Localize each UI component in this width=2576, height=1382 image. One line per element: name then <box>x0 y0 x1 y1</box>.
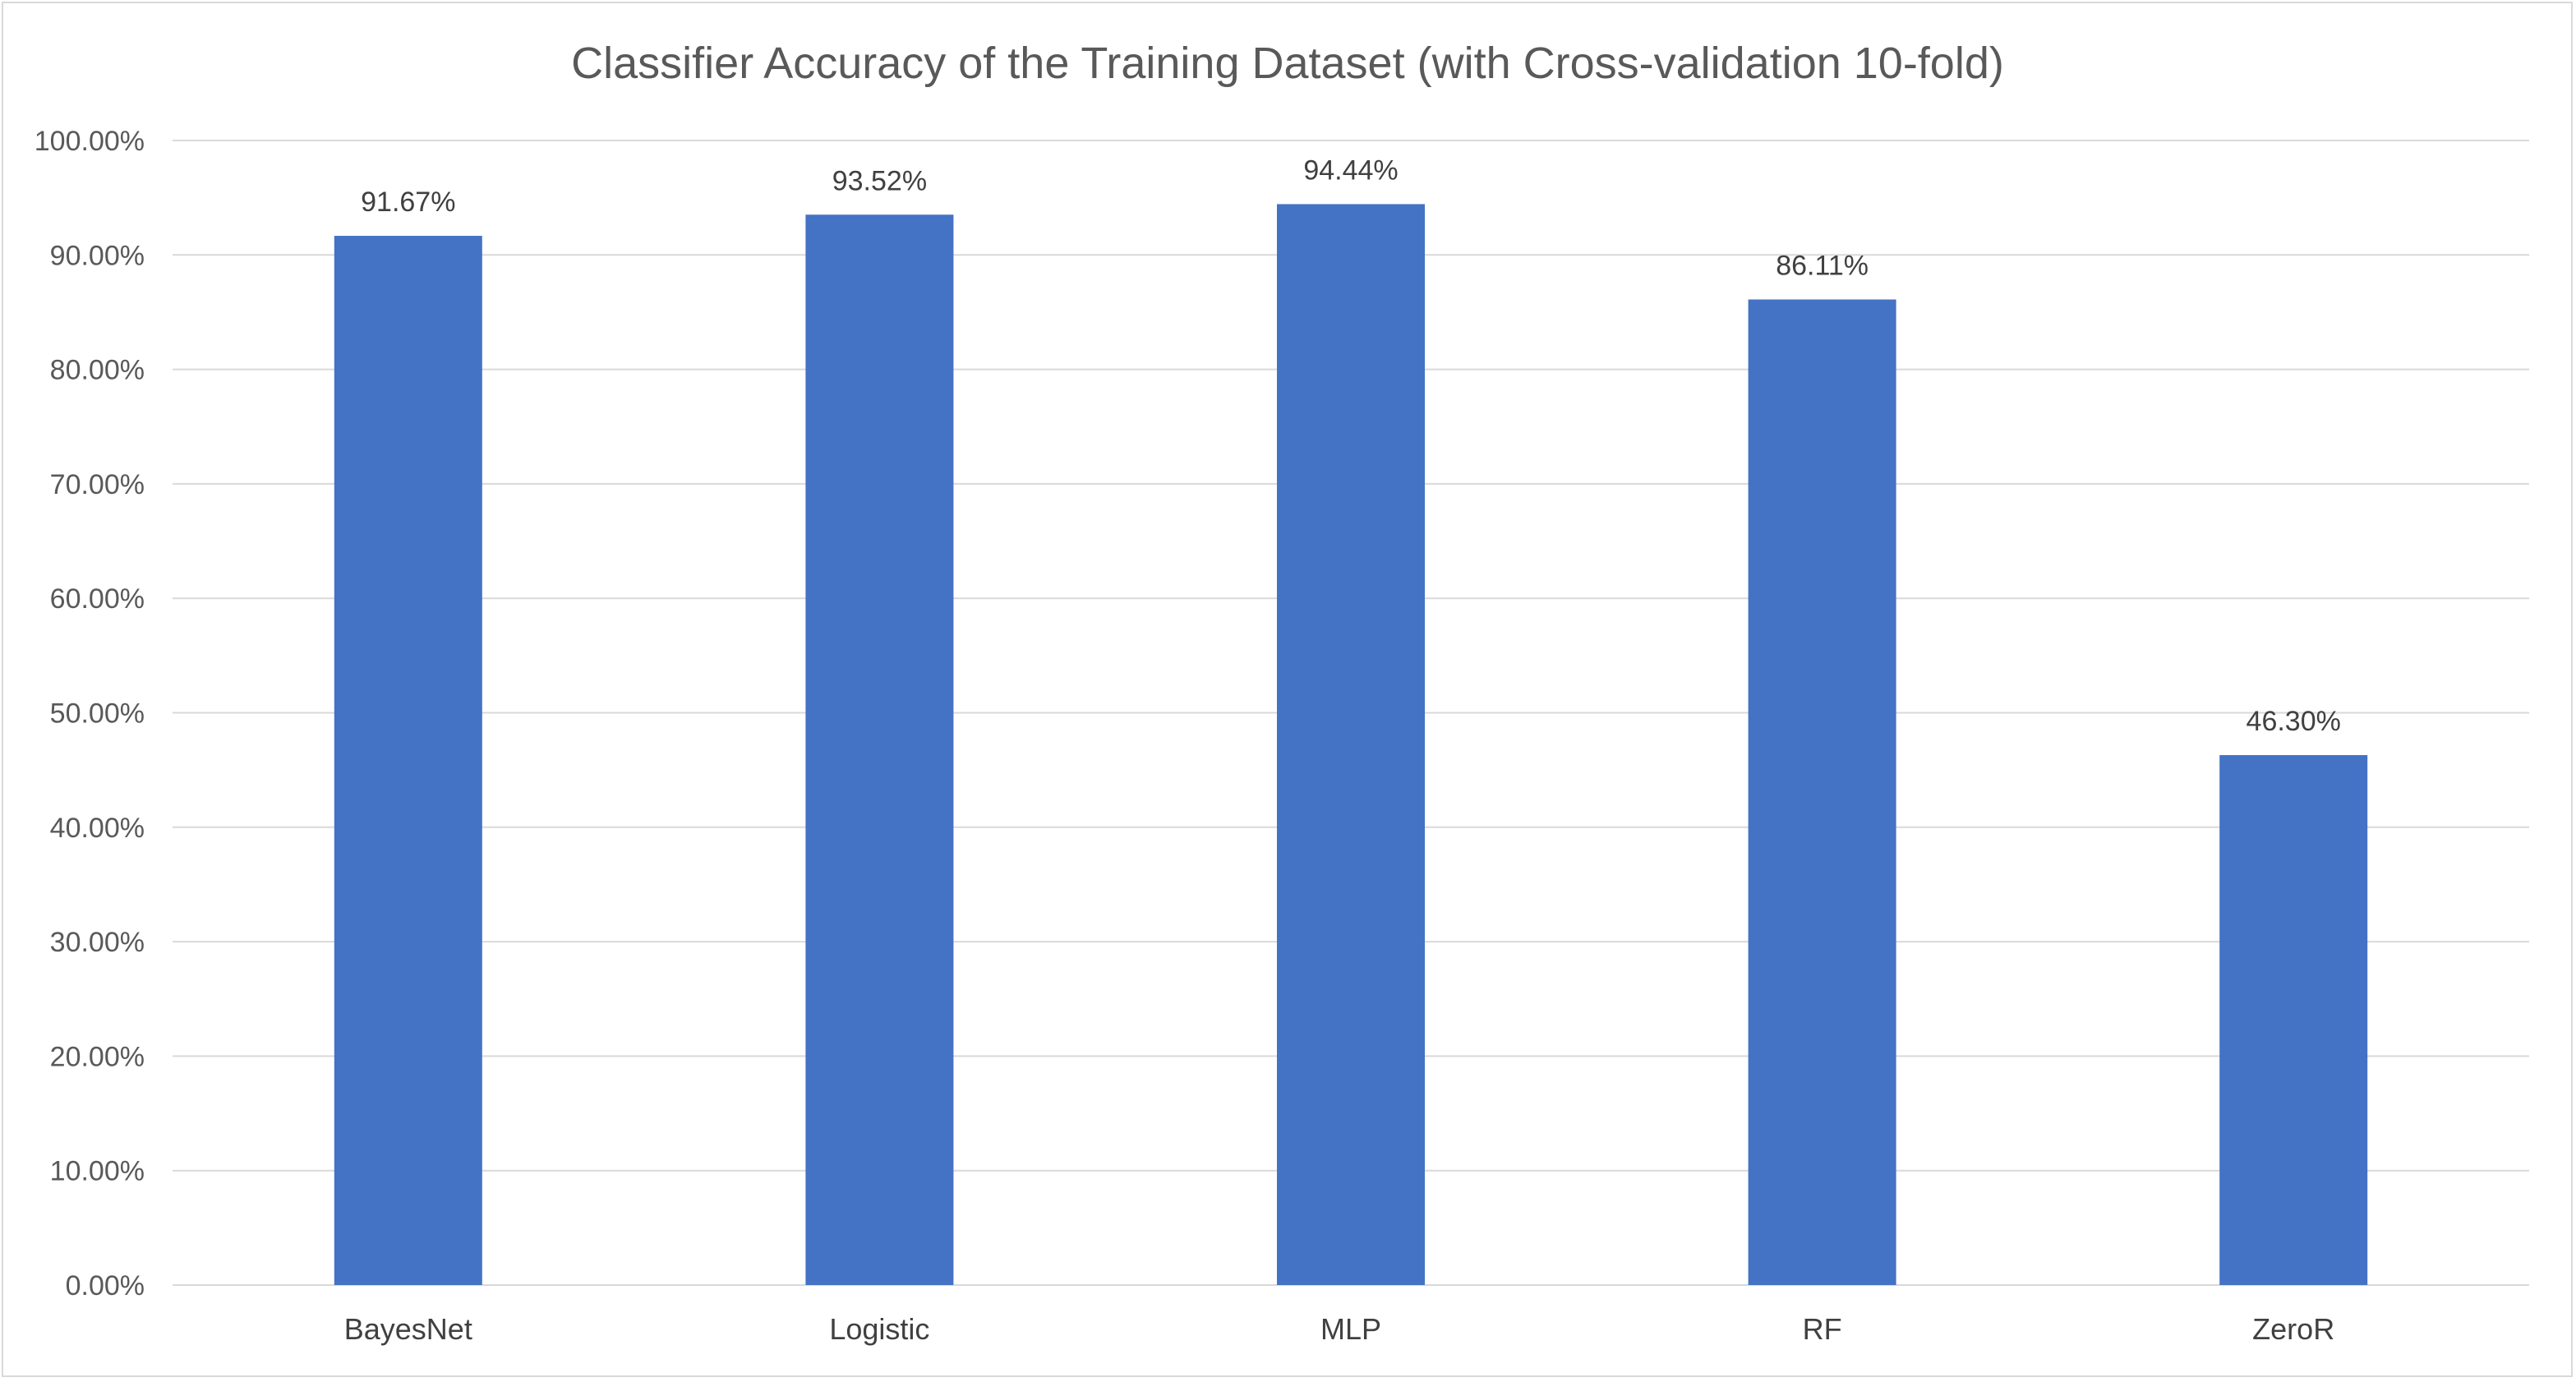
data-label: 46.30% <box>2247 706 2341 737</box>
x-category-label: RF <box>1803 1312 1842 1346</box>
y-tick-label: 60.00% <box>50 583 145 615</box>
y-tick-label: 100.00% <box>35 126 145 157</box>
data-label: 93.52% <box>832 165 927 196</box>
x-category-label: BayesNet <box>344 1312 472 1346</box>
data-label: 86.11% <box>1776 250 1869 281</box>
data-labels: 91.67% 93.52% 94.44% 86.11% 46.30% <box>361 154 2341 737</box>
x-category-label: MLP <box>1320 1312 1381 1346</box>
chart-title: Classifier Accuracy of the Training Data… <box>571 39 2004 88</box>
y-axis-ticks: 0.00% 10.00% 20.00% 30.00% 40.00% 50.00% 60.00… <box>35 126 145 1301</box>
bar <box>2219 755 2368 1285</box>
bar <box>1277 204 1425 1285</box>
y-tick-label: 50.00% <box>50 698 145 730</box>
bar <box>1748 299 1896 1286</box>
y-tick-label: 10.00% <box>50 1156 145 1187</box>
y-tick-label: 70.00% <box>50 469 145 500</box>
bar <box>805 214 954 1286</box>
y-tick-label: 80.00% <box>50 355 145 386</box>
data-label: 94.44% <box>1303 154 1398 186</box>
x-axis-labels: BayesNet Logistic MLP RF ZeroR <box>344 1312 2334 1346</box>
data-label: 91.67% <box>361 187 455 218</box>
x-category-label: ZeroR <box>2252 1312 2334 1346</box>
bars <box>334 204 2368 1286</box>
y-tick-label: 40.00% <box>50 813 145 844</box>
y-tick-label: 0.00% <box>66 1270 145 1301</box>
y-tick-label: 90.00% <box>50 240 145 271</box>
y-tick-label: 20.00% <box>50 1041 145 1072</box>
x-category-label: Logistic <box>829 1312 929 1346</box>
bar <box>334 236 482 1286</box>
y-tick-label: 30.00% <box>50 927 145 958</box>
